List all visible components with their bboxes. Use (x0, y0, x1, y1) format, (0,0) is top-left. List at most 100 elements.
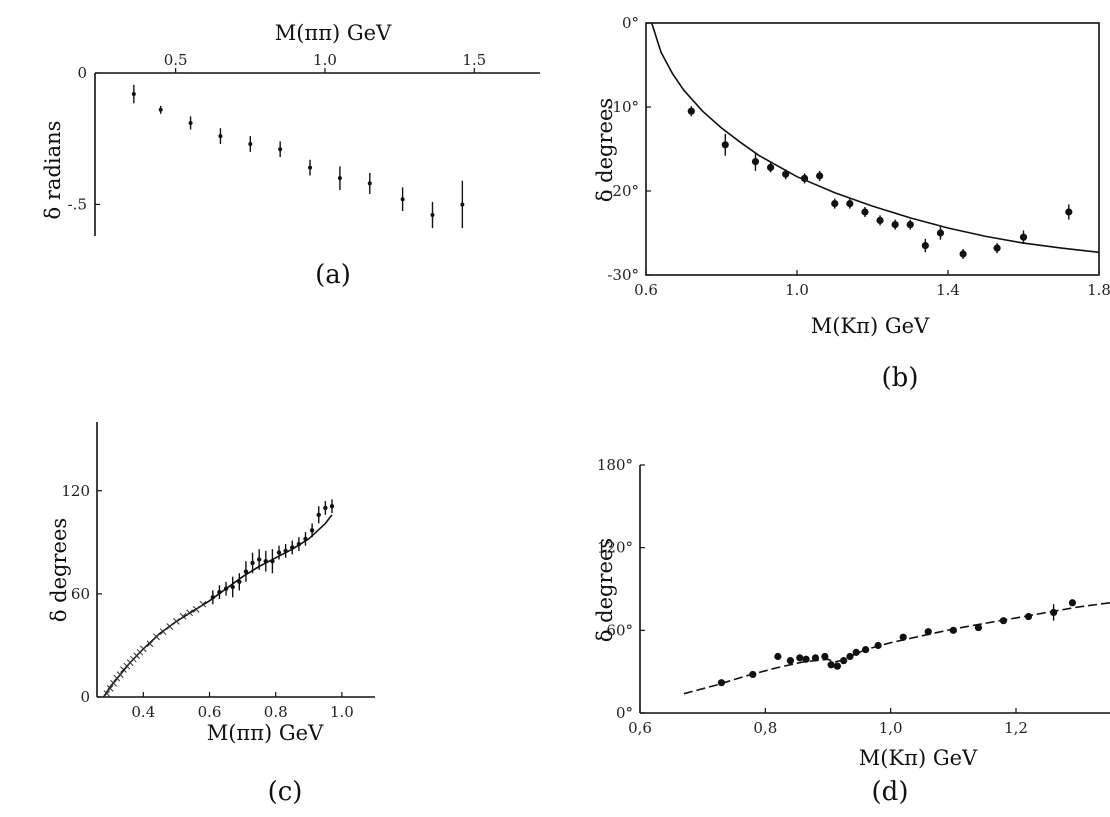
x-tick-label: 0.6 (198, 703, 222, 721)
data-point (460, 202, 465, 207)
data-point (949, 626, 957, 634)
plot-frame (645, 22, 1100, 276)
data-point (959, 250, 967, 258)
x-axis-title: M(ππ) GeV (207, 721, 324, 745)
data-point (1024, 612, 1033, 621)
y-tick-label: 120° (597, 539, 633, 557)
data-point (802, 655, 810, 663)
data-point (800, 174, 809, 182)
fit-curve (683, 602, 1110, 695)
cross-marker (199, 600, 207, 608)
y-tick-label: 60 (71, 585, 90, 603)
data-point (846, 200, 854, 208)
data-point (329, 504, 335, 509)
data-point (337, 176, 342, 181)
data-point (316, 512, 321, 518)
data-point (891, 221, 899, 229)
data-point (811, 654, 820, 662)
chart-panel-d: 0,6 0,8 1,0 1,2 0° 60° 120° 180° M(Kπ) GeV δ degr… (593, 456, 1110, 807)
y-tick-label: -20° (607, 182, 639, 200)
data-point (1050, 608, 1058, 617)
data-point (367, 181, 372, 186)
data-point (217, 589, 222, 595)
data-point (921, 242, 929, 250)
y-tick-label: -.5 (68, 195, 87, 213)
data-point (278, 147, 283, 152)
x-axis-title: M(Kπ) GeV (811, 314, 930, 338)
data-point (862, 646, 870, 654)
y-tick-label: 120 (61, 482, 90, 500)
cross-marker (186, 609, 194, 617)
x-tick-label: 0.6 (634, 281, 658, 299)
cross-marker (106, 685, 114, 692)
data-point (290, 545, 295, 550)
fit-curve (650, 22, 1100, 254)
data-point (430, 212, 435, 217)
data-point (1065, 208, 1073, 216)
data-point (924, 628, 932, 636)
data-point (936, 229, 945, 237)
fit-curve (102, 514, 333, 698)
y-tick-label: 0° (616, 704, 633, 722)
x-tick-label: 1.4 (936, 281, 960, 299)
x-tick-label: 1.5 (462, 51, 486, 69)
data-point (263, 559, 268, 564)
data-point (230, 584, 235, 590)
data-point (270, 559, 275, 564)
panel-label: (c) (268, 777, 303, 807)
panel-label: (b) (882, 363, 919, 393)
data-point (1019, 233, 1028, 241)
data-point (999, 617, 1008, 625)
data-point (751, 158, 760, 166)
cross-marker (146, 640, 154, 648)
cross-marker (103, 690, 111, 697)
x-tick-label: 0,6 (628, 719, 652, 737)
x-tick-label: 0.4 (131, 703, 155, 721)
chart-panel-b: 0.6 1.0 1.4 1.8 0° -10° -20° -30° M(Kπ) GeV δ deg… (593, 14, 1110, 393)
cross-marker (116, 671, 124, 679)
x-tick-label: 1.8 (1087, 281, 1110, 299)
data-point (158, 107, 163, 112)
data-point (256, 557, 262, 562)
data-point (874, 641, 882, 650)
data-point (861, 208, 869, 216)
data-point (821, 652, 829, 661)
y-tick-label: 0 (80, 688, 90, 706)
data-point (816, 172, 824, 180)
data-point (308, 165, 313, 170)
data-point (827, 661, 835, 669)
cross-marker (139, 645, 147, 653)
y-tick-label: 180° (597, 456, 633, 474)
data-point (283, 548, 288, 554)
data-point (906, 221, 914, 229)
data-point (248, 141, 253, 146)
y-axis-title: δ degrees (593, 538, 617, 642)
x-tick-label: 1.0 (330, 703, 354, 721)
data-point (309, 528, 315, 533)
data-point (210, 595, 216, 600)
x-tick-label: 1,2 (1004, 719, 1028, 737)
data-point (840, 657, 848, 665)
x-axis-title: M(ππ) GeV (275, 21, 392, 45)
y-axis-title: δ degrees (593, 98, 617, 202)
y-tick-label: -30° (607, 266, 639, 284)
data-point (243, 569, 249, 574)
data-point (218, 134, 223, 139)
x-tick-label: 1.0 (313, 51, 337, 69)
data-point (237, 579, 242, 585)
x-tick-label: 0,8 (753, 719, 777, 737)
data-point (250, 560, 255, 566)
data-point (323, 505, 328, 511)
data-point (717, 679, 726, 687)
data-point (782, 170, 790, 178)
data-point (296, 541, 302, 547)
data-point (974, 623, 983, 632)
data-point (852, 648, 860, 656)
data-point (766, 163, 775, 172)
cross-marker (173, 618, 180, 625)
y-tick-label: 60° (606, 621, 633, 639)
y-axis-title: δ degrees (47, 518, 71, 622)
cross-marker (159, 628, 167, 636)
data-point (303, 536, 308, 542)
